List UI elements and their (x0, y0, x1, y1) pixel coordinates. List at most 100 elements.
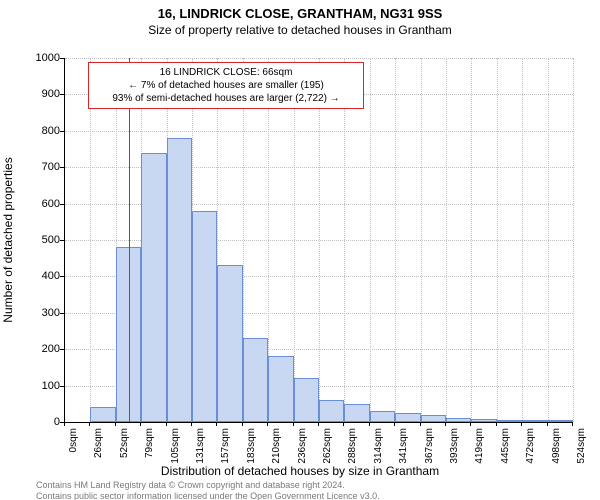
y-tick-label: 500 (28, 234, 60, 246)
y-tick-label: 700 (28, 161, 60, 173)
y-tick-label: 600 (28, 198, 60, 210)
y-tick-label: 0 (28, 416, 60, 428)
x-tick-label: 210sqm (271, 428, 282, 464)
grid-line-v (395, 58, 396, 422)
x-tick-mark (496, 422, 497, 426)
x-tick-mark (242, 422, 243, 426)
x-tick-mark (521, 422, 522, 426)
y-tick-mark (60, 276, 64, 277)
y-tick-mark (60, 240, 64, 241)
x-axis-label: Distribution of detached houses by size … (0, 464, 600, 478)
histogram-bar (497, 420, 522, 422)
y-tick-label: 900 (28, 88, 60, 100)
footer-line2: Contains public sector information licen… (36, 491, 380, 500)
x-tick-label: 367sqm (424, 428, 435, 464)
annotation-line2: ← 7% of detached houses are smaller (195… (95, 79, 357, 92)
annotation-line1: 16 LINDRICK CLOSE: 66sqm (95, 66, 357, 79)
x-tick-mark (267, 422, 268, 426)
x-tick-mark (343, 422, 344, 426)
y-tick-mark (60, 131, 64, 132)
y-tick-mark (60, 167, 64, 168)
histogram-bar (217, 265, 242, 422)
x-tick-mark (420, 422, 421, 426)
y-tick-label: 1000 (28, 52, 60, 64)
x-tick-mark (115, 422, 116, 426)
x-tick-label: 472sqm (525, 428, 536, 464)
histogram-bar (294, 378, 319, 422)
y-tick-mark (60, 94, 64, 95)
page-title: 16, LINDRICK CLOSE, GRANTHAM, NG31 9SS (0, 6, 600, 21)
x-tick-label: 236sqm (297, 428, 308, 464)
grid-line-v (370, 58, 371, 422)
x-tick-label: 445sqm (500, 428, 511, 464)
histogram-bar (141, 153, 166, 422)
grid-line-v (319, 58, 320, 422)
grid-line-v (294, 58, 295, 422)
footer-line1: Contains HM Land Registry data © Crown c… (36, 480, 380, 491)
plot-area (64, 58, 573, 423)
grid-line-v (471, 58, 472, 422)
histogram-bar (522, 420, 547, 422)
grid-line-v (446, 58, 447, 422)
y-tick-mark (60, 58, 64, 59)
x-tick-mark (216, 422, 217, 426)
x-tick-mark (572, 422, 573, 426)
x-tick-mark (140, 422, 141, 426)
histogram-bar (548, 420, 573, 422)
grid-line-v (344, 58, 345, 422)
x-tick-label: 105sqm (170, 428, 181, 464)
x-tick-label: 288sqm (347, 428, 358, 464)
x-tick-mark (166, 422, 167, 426)
y-tick-mark (60, 349, 64, 350)
x-tick-label: 393sqm (449, 428, 460, 464)
histogram-bar (90, 407, 115, 422)
histogram-bar (192, 211, 217, 422)
x-tick-label: 157sqm (220, 428, 231, 464)
x-tick-label: 341sqm (398, 428, 409, 464)
histogram-bar (319, 400, 344, 422)
y-tick-mark (60, 204, 64, 205)
grid-line-v (573, 58, 574, 422)
x-tick-label: 131sqm (195, 428, 206, 464)
histogram-bar (370, 411, 395, 422)
x-tick-mark (64, 422, 65, 426)
histogram-bar (243, 338, 268, 422)
x-tick-label: 0sqm (68, 428, 79, 452)
y-tick-label: 800 (28, 125, 60, 137)
grid-line-v (497, 58, 498, 422)
x-tick-label: 314sqm (373, 428, 384, 464)
y-tick-mark (60, 386, 64, 387)
histogram-bar (268, 356, 293, 422)
x-tick-mark (89, 422, 90, 426)
y-tick-label: 200 (28, 343, 60, 355)
page-subtitle: Size of property relative to detached ho… (0, 23, 600, 37)
grid-line-v (421, 58, 422, 422)
x-tick-mark (394, 422, 395, 426)
x-tick-mark (293, 422, 294, 426)
x-tick-mark (318, 422, 319, 426)
x-tick-label: 183sqm (246, 428, 257, 464)
grid-line-v (522, 58, 523, 422)
footer: Contains HM Land Registry data © Crown c… (36, 480, 380, 500)
histogram-bar (167, 138, 192, 422)
annotation-line3: 93% of semi-detached houses are larger (… (95, 92, 357, 105)
y-tick-label: 100 (28, 380, 60, 392)
y-tick-mark (60, 313, 64, 314)
x-tick-mark (191, 422, 192, 426)
histogram-bar (421, 415, 446, 422)
y-axis-label: Number of detached properties (1, 157, 15, 322)
grid-line-v (548, 58, 549, 422)
y-tick-label: 300 (28, 307, 60, 319)
x-tick-mark (470, 422, 471, 426)
x-tick-label: 419sqm (474, 428, 485, 464)
x-tick-mark (369, 422, 370, 426)
y-tick-label: 400 (28, 270, 60, 282)
histogram-bar (446, 418, 471, 422)
histogram-bar (344, 404, 369, 422)
x-tick-label: 26sqm (93, 428, 104, 458)
x-tick-label: 52sqm (119, 428, 130, 458)
histogram-bar (471, 419, 496, 422)
x-tick-label: 524sqm (576, 428, 587, 464)
x-tick-label: 79sqm (144, 428, 155, 458)
x-tick-mark (445, 422, 446, 426)
